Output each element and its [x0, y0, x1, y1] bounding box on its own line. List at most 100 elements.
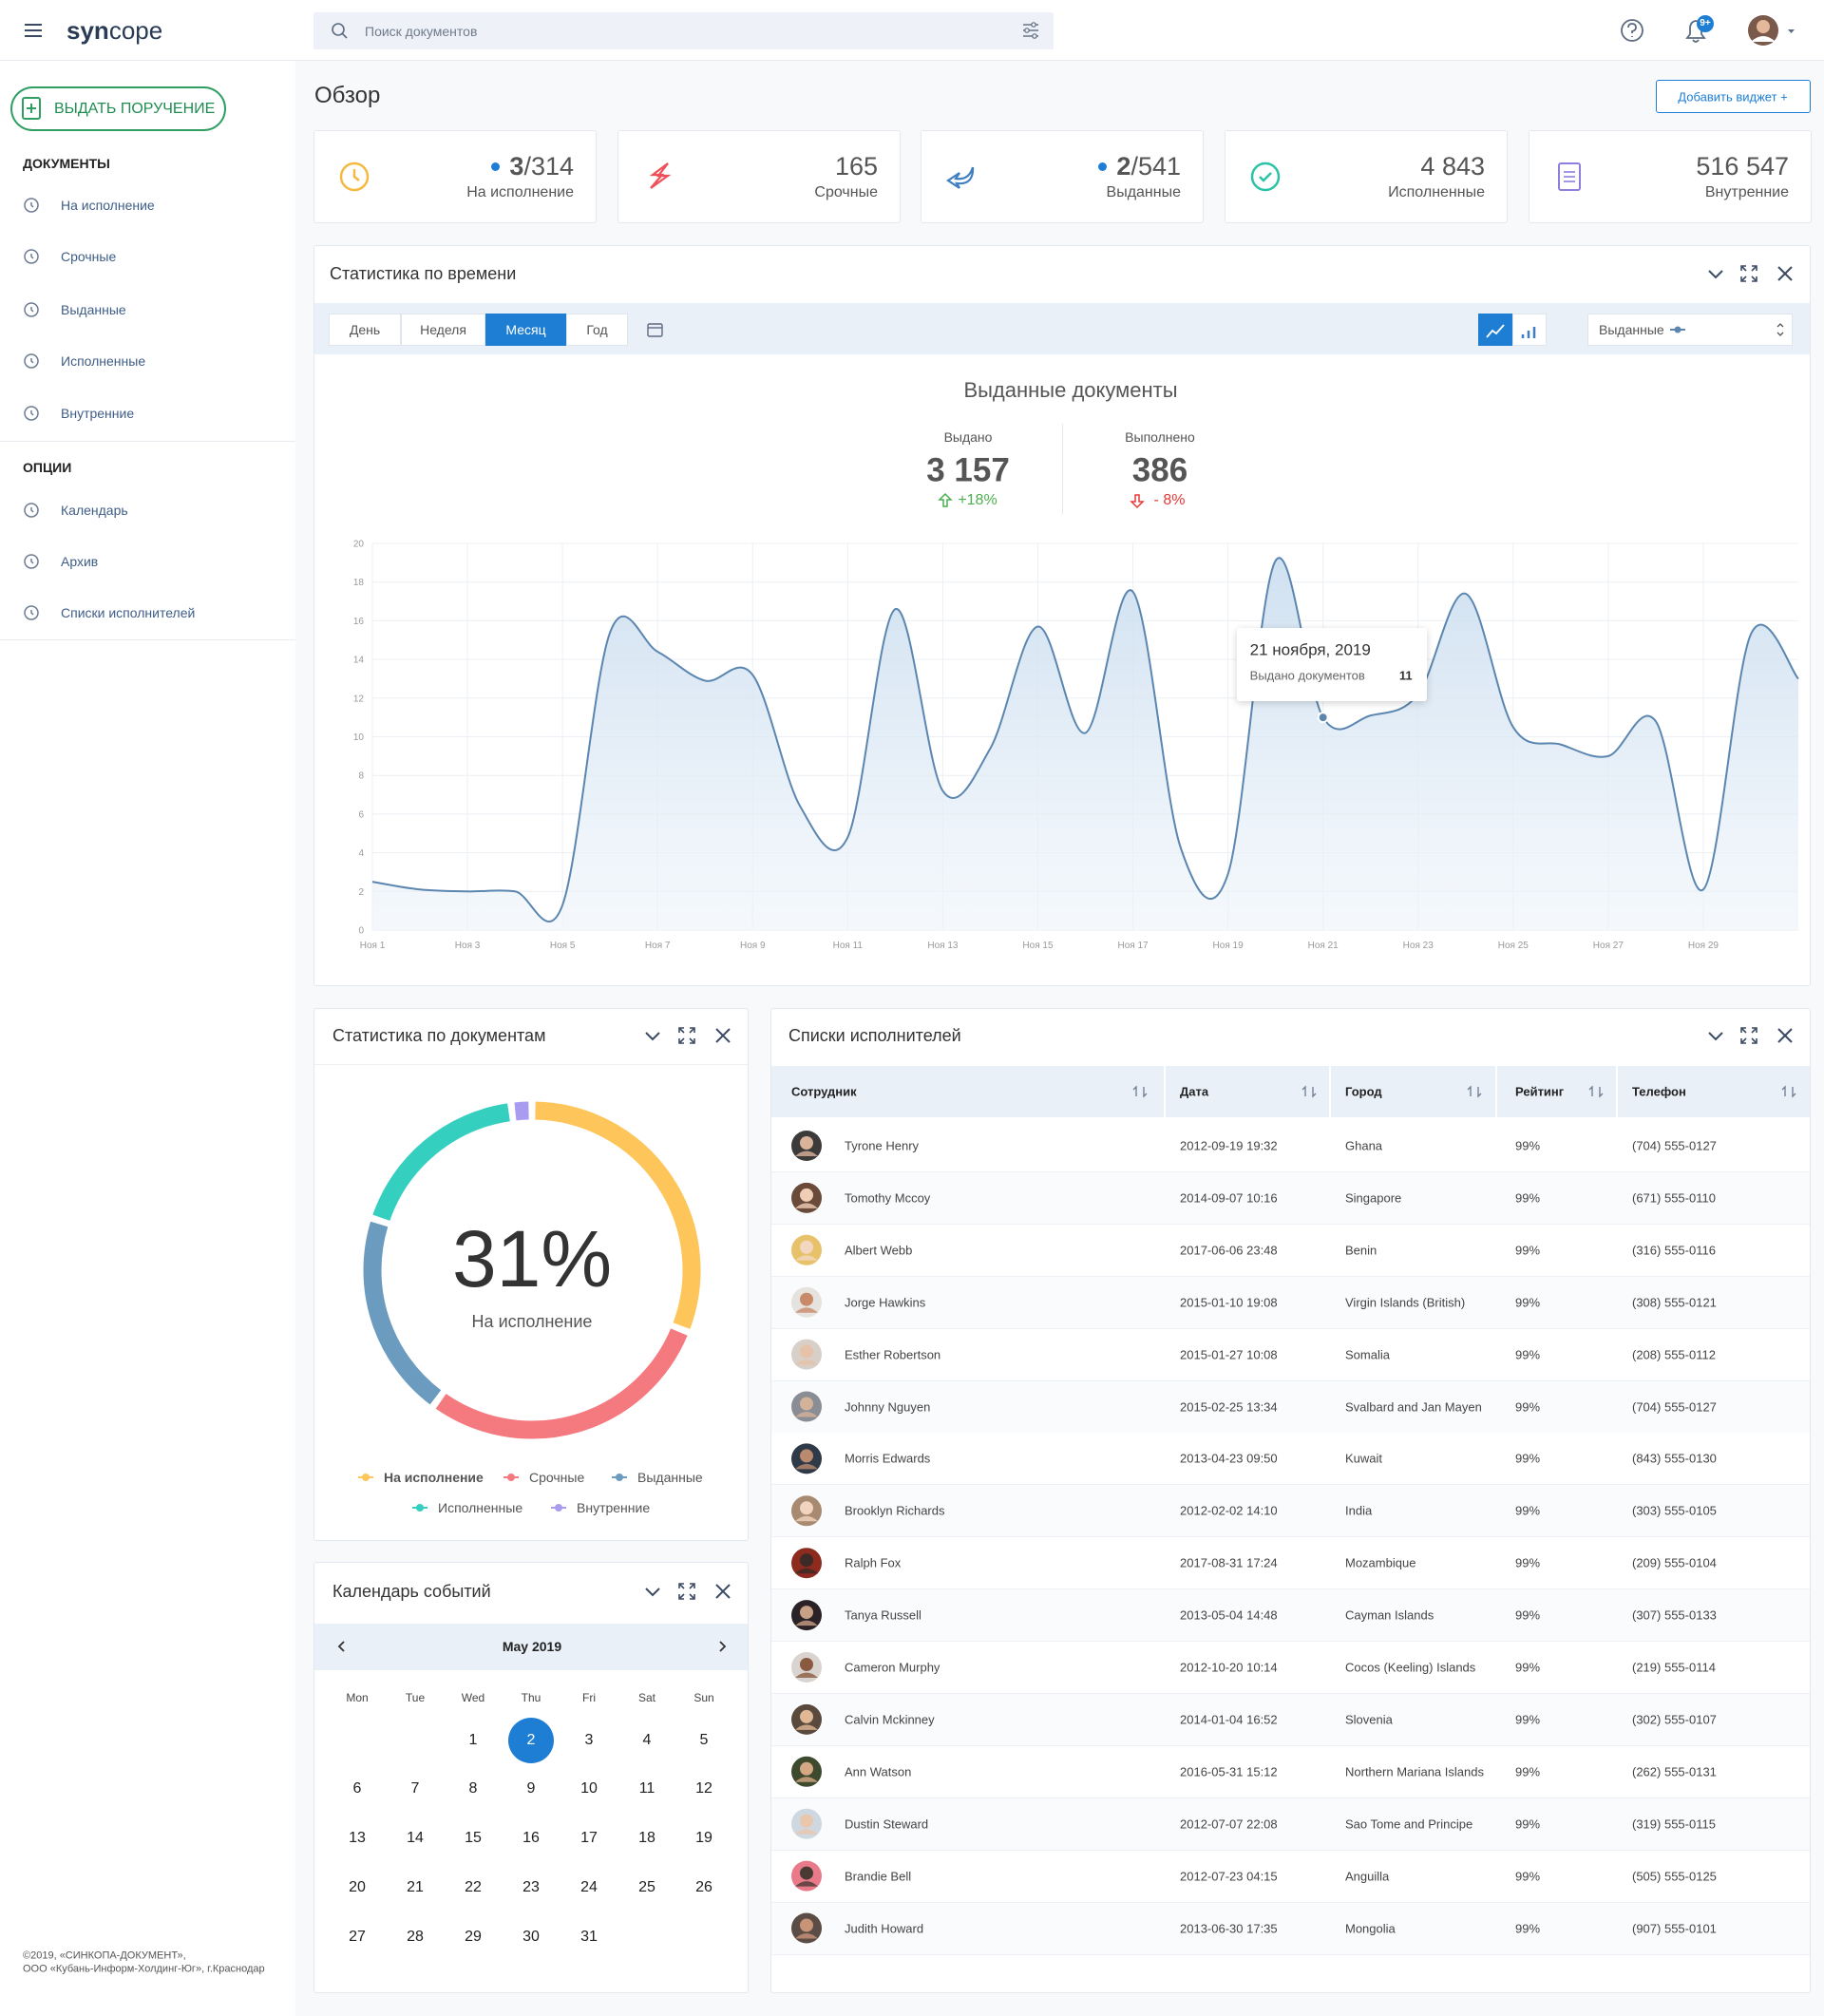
panel-title: Списки исполнителей	[788, 1026, 961, 1045]
logo-bold: syn	[66, 16, 109, 45]
calendar-day[interactable]: 12	[695, 1780, 712, 1797]
table-cell: 2014-01-04 16:52	[1180, 1712, 1278, 1727]
series-select[interactable]	[1587, 314, 1793, 346]
calendar-day[interactable]: 28	[407, 1929, 424, 1945]
sidebar-item[interactable]: Внутренние	[61, 406, 135, 421]
calendar-day[interactable]: 1	[468, 1732, 478, 1748]
sidebar-item[interactable]: Списки исполнителей	[61, 605, 196, 620]
calendar-day[interactable]: 17	[580, 1830, 598, 1846]
sidebar-item[interactable]: Срочные	[61, 249, 117, 264]
tooltip-value: 11	[1398, 668, 1413, 683]
calendar-day[interactable]: 2	[526, 1732, 536, 1748]
calendar-day[interactable]: 6	[352, 1780, 362, 1797]
table-row[interactable]	[771, 1589, 1810, 1643]
table-row[interactable]	[771, 1380, 1810, 1434]
period-tab[interactable]	[566, 314, 628, 346]
calendar-day[interactable]: 19	[695, 1830, 712, 1846]
weekday: Sun	[694, 1691, 714, 1704]
kpi-value: 386	[1131, 451, 1188, 489]
calendar-day[interactable]: 25	[638, 1879, 656, 1895]
sidebar-item[interactable]: Исполненные	[61, 353, 146, 369]
search-box[interactable]	[314, 12, 1054, 49]
column-header[interactable]: Дата	[1180, 1084, 1209, 1099]
period-tab[interactable]	[401, 314, 485, 346]
calendar-day[interactable]: 16	[522, 1830, 540, 1846]
column-header[interactable]: Телефон	[1632, 1084, 1686, 1099]
series-select-label[interactable]: Выданные	[1599, 322, 1664, 337]
add-widget-button[interactable]	[1656, 80, 1811, 113]
kpi-change: - 8%	[1153, 492, 1186, 508]
stat-label: Исполненные	[1388, 184, 1485, 200]
table-cell: Albert Webb	[845, 1243, 913, 1258]
table-row[interactable]	[771, 1902, 1810, 1955]
add-widget-label[interactable]: Добавить виджет +	[1678, 89, 1788, 105]
table-row[interactable]	[771, 1485, 1810, 1538]
calendar-day[interactable]: 11	[638, 1780, 656, 1797]
tooltip-label: Выдано документов	[1249, 668, 1365, 683]
calendar-day[interactable]: 30	[522, 1929, 540, 1945]
table-cell: 99%	[1515, 1138, 1541, 1153]
calendar-day[interactable]: 26	[695, 1879, 712, 1895]
table-header	[771, 1066, 1810, 1117]
period-tab-label[interactable]: Неделя	[420, 322, 466, 337]
table-cell: (843) 555-0130	[1632, 1451, 1717, 1466]
calendar-day[interactable]: 31	[580, 1929, 598, 1945]
calendar-day[interactable]: 24	[580, 1879, 598, 1895]
table-row[interactable]	[771, 1797, 1810, 1851]
stat-highlight: 2	[1116, 152, 1131, 181]
table-cell: (208) 555-0112	[1632, 1347, 1716, 1362]
column-header[interactable]: Сотрудник	[791, 1084, 857, 1099]
calendar-day[interactable]: 10	[580, 1780, 598, 1797]
column-header[interactable]: Город	[1345, 1084, 1382, 1099]
calendar-day[interactable]: 15	[465, 1830, 482, 1846]
period-tab-label[interactable]: Год	[586, 322, 608, 337]
calendar-day[interactable]: 7	[410, 1780, 420, 1797]
table-cell: Virgin Islands (British)	[1345, 1295, 1466, 1310]
table-row[interactable]	[771, 1224, 1810, 1277]
calendar-day[interactable]: 14	[407, 1830, 424, 1846]
calendar-day[interactable]: 21	[407, 1879, 424, 1895]
table-row[interactable]	[771, 1850, 1810, 1903]
sidebar-item[interactable]: Архив	[61, 554, 99, 569]
calendar-day[interactable]: 22	[465, 1879, 482, 1895]
action-label[interactable]: ВЫДАТЬ ПОРУЧЕНИЕ	[54, 101, 216, 117]
search-placeholder: Поиск документов	[365, 24, 478, 39]
table-cell: 99%	[1515, 1399, 1541, 1414]
action-button[interactable]	[10, 86, 226, 131]
calendar-day[interactable]: 23	[522, 1879, 540, 1895]
calendar-day[interactable]: 4	[642, 1732, 652, 1748]
period-tab[interactable]	[329, 314, 401, 346]
calendar-day[interactable]: 9	[526, 1780, 536, 1797]
table-row[interactable]	[771, 1745, 1810, 1798]
sidebar-item[interactable]: На исполнение	[61, 198, 155, 213]
sidebar-item[interactable]: Выданные	[61, 302, 126, 317]
calendar-day[interactable]: 5	[699, 1732, 709, 1748]
table-row[interactable]	[771, 1120, 1810, 1172]
table-cell: (302) 555-0107	[1632, 1712, 1717, 1727]
table-row[interactable]	[771, 1537, 1810, 1590]
table-cell: Tanya Russell	[845, 1607, 922, 1623]
calendar-day[interactable]: 20	[349, 1879, 366, 1895]
calendar-day[interactable]: 27	[349, 1929, 366, 1945]
column-header[interactable]: Рейтинг	[1515, 1084, 1565, 1099]
table-row[interactable]	[771, 1328, 1810, 1381]
table-row[interactable]	[771, 1433, 1810, 1486]
table-cell: 99%	[1515, 1347, 1541, 1362]
table-row[interactable]	[771, 1276, 1810, 1329]
calendar-day[interactable]: 29	[465, 1929, 482, 1945]
table-cell: Ralph Fox	[845, 1555, 902, 1570]
calendar-day[interactable]: 13	[349, 1830, 366, 1846]
kpi-change: +18%	[958, 492, 998, 508]
table-row[interactable]	[771, 1642, 1810, 1694]
period-tab-label[interactable]: Месяц	[505, 322, 546, 337]
table-cell: Sao Tome and Principe	[1345, 1816, 1473, 1832]
calendar-day[interactable]: 18	[638, 1830, 656, 1846]
period-tab[interactable]	[485, 314, 566, 346]
table-row[interactable]	[771, 1693, 1810, 1746]
calendar-day[interactable]: 8	[468, 1780, 478, 1797]
table-row[interactable]	[771, 1171, 1810, 1225]
sidebar-item[interactable]: Календарь	[61, 503, 128, 518]
calendar-day[interactable]: 3	[584, 1732, 594, 1748]
period-tab-label[interactable]: День	[349, 322, 381, 337]
stat-value: 3/314	[491, 154, 574, 180]
